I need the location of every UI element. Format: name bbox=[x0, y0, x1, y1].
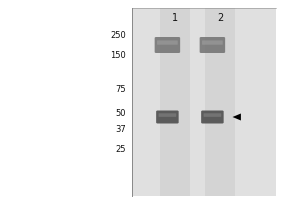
Text: 150: 150 bbox=[110, 51, 126, 60]
FancyBboxPatch shape bbox=[157, 40, 178, 45]
FancyBboxPatch shape bbox=[202, 40, 223, 45]
Bar bbox=[132, 8, 276, 196]
Text: 75: 75 bbox=[116, 85, 126, 94]
Text: 2: 2 bbox=[218, 13, 224, 23]
Text: 25: 25 bbox=[116, 144, 126, 154]
FancyBboxPatch shape bbox=[204, 113, 221, 117]
FancyBboxPatch shape bbox=[156, 110, 179, 124]
Bar bbox=[160, 8, 190, 196]
FancyBboxPatch shape bbox=[159, 113, 176, 117]
Text: 50: 50 bbox=[116, 110, 126, 118]
Bar bbox=[206, 8, 236, 196]
Text: 250: 250 bbox=[110, 31, 126, 40]
Polygon shape bbox=[232, 114, 241, 120]
Text: 1: 1 bbox=[172, 13, 178, 23]
Text: 37: 37 bbox=[115, 124, 126, 134]
FancyBboxPatch shape bbox=[155, 37, 180, 53]
FancyBboxPatch shape bbox=[200, 37, 225, 53]
FancyBboxPatch shape bbox=[201, 110, 224, 124]
